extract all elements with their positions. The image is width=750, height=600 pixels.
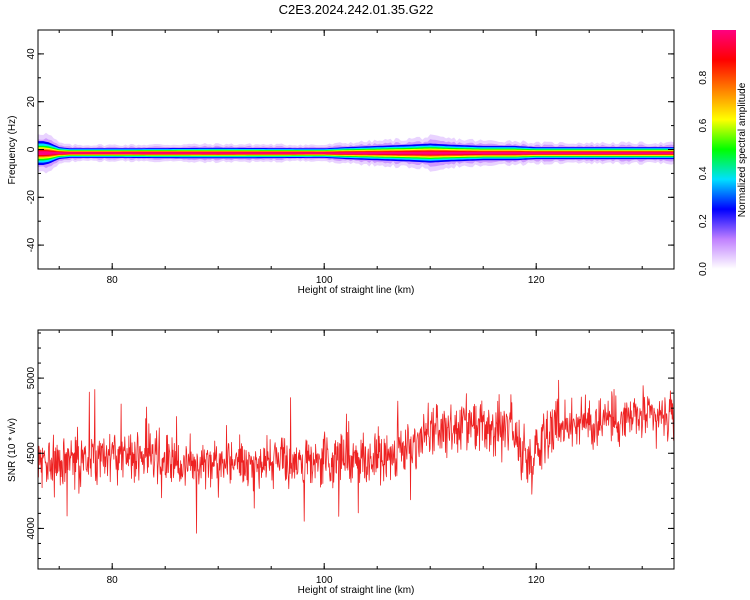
y-tick-label: -20 <box>26 190 37 205</box>
snr-x-ticks: 80 100 120 <box>58 330 643 586</box>
snr-panel: 80 100 120 4000 4500 5000 Height of straight… <box>7 329 675 596</box>
snr-frame <box>37 329 675 570</box>
y-tick-label: -40 <box>26 237 37 252</box>
y-tick-label: 5000 <box>26 367 37 390</box>
colorbar-tick-label: 0.6 <box>698 118 709 132</box>
spectrogram-band <box>38 132 674 174</box>
colorbar-ticks: 0.0 0.2 0.4 0.6 0.8 <box>698 70 709 276</box>
spectrogram-y-label: Frequency (Hz) <box>7 116 18 185</box>
figure-title: C2E3.2024.242.01.35.G22 <box>279 2 434 17</box>
spectrogram-y-ticks: 40 20 0 -20 -40 <box>26 29 674 270</box>
x-tick-label: 80 <box>107 275 119 286</box>
y-tick-label: 20 <box>26 96 37 108</box>
spectrogram-panel: 80 100 120 40 20 0 -20 -40 Height of straight … <box>7 29 675 296</box>
colorbar-label: Normalized spectral amplitude <box>737 82 748 217</box>
x-tick-label: 100 <box>316 275 333 286</box>
spectrogram-x-ticks: 80 100 120 <box>58 30 643 286</box>
y-tick-label: 4000 <box>26 517 37 540</box>
x-tick-label: 100 <box>316 575 333 586</box>
colorbar-strip <box>712 30 736 269</box>
snr-y-ticks: 4000 4500 5000 <box>26 332 674 559</box>
spectrogram-x-label: Height of straight line (km) <box>298 285 415 296</box>
x-tick-label: 120 <box>528 575 545 586</box>
colorbar-tick-label: 0.8 <box>698 70 709 84</box>
x-tick-label: 80 <box>107 575 119 586</box>
spectrogram-band-layer <box>38 151 674 155</box>
colorbar: 0.0 0.2 0.4 0.6 0.8 Normalized spectral ampl… <box>698 30 748 276</box>
snr-series-line <box>38 379 674 534</box>
y-tick-label: 0 <box>26 146 37 152</box>
colorbar-tick-label: 0.2 <box>698 214 709 228</box>
colorbar-tick-label: 0.4 <box>698 166 709 180</box>
y-tick-label: 4500 <box>26 442 37 465</box>
x-tick-label: 120 <box>528 275 545 286</box>
y-tick-label: 40 <box>26 48 37 60</box>
snr-x-label: Height of straight line (km) <box>298 585 415 596</box>
colorbar-tick-label: 0.0 <box>698 262 709 276</box>
snr-y-label: SNR (10 * v/v) <box>7 418 18 482</box>
